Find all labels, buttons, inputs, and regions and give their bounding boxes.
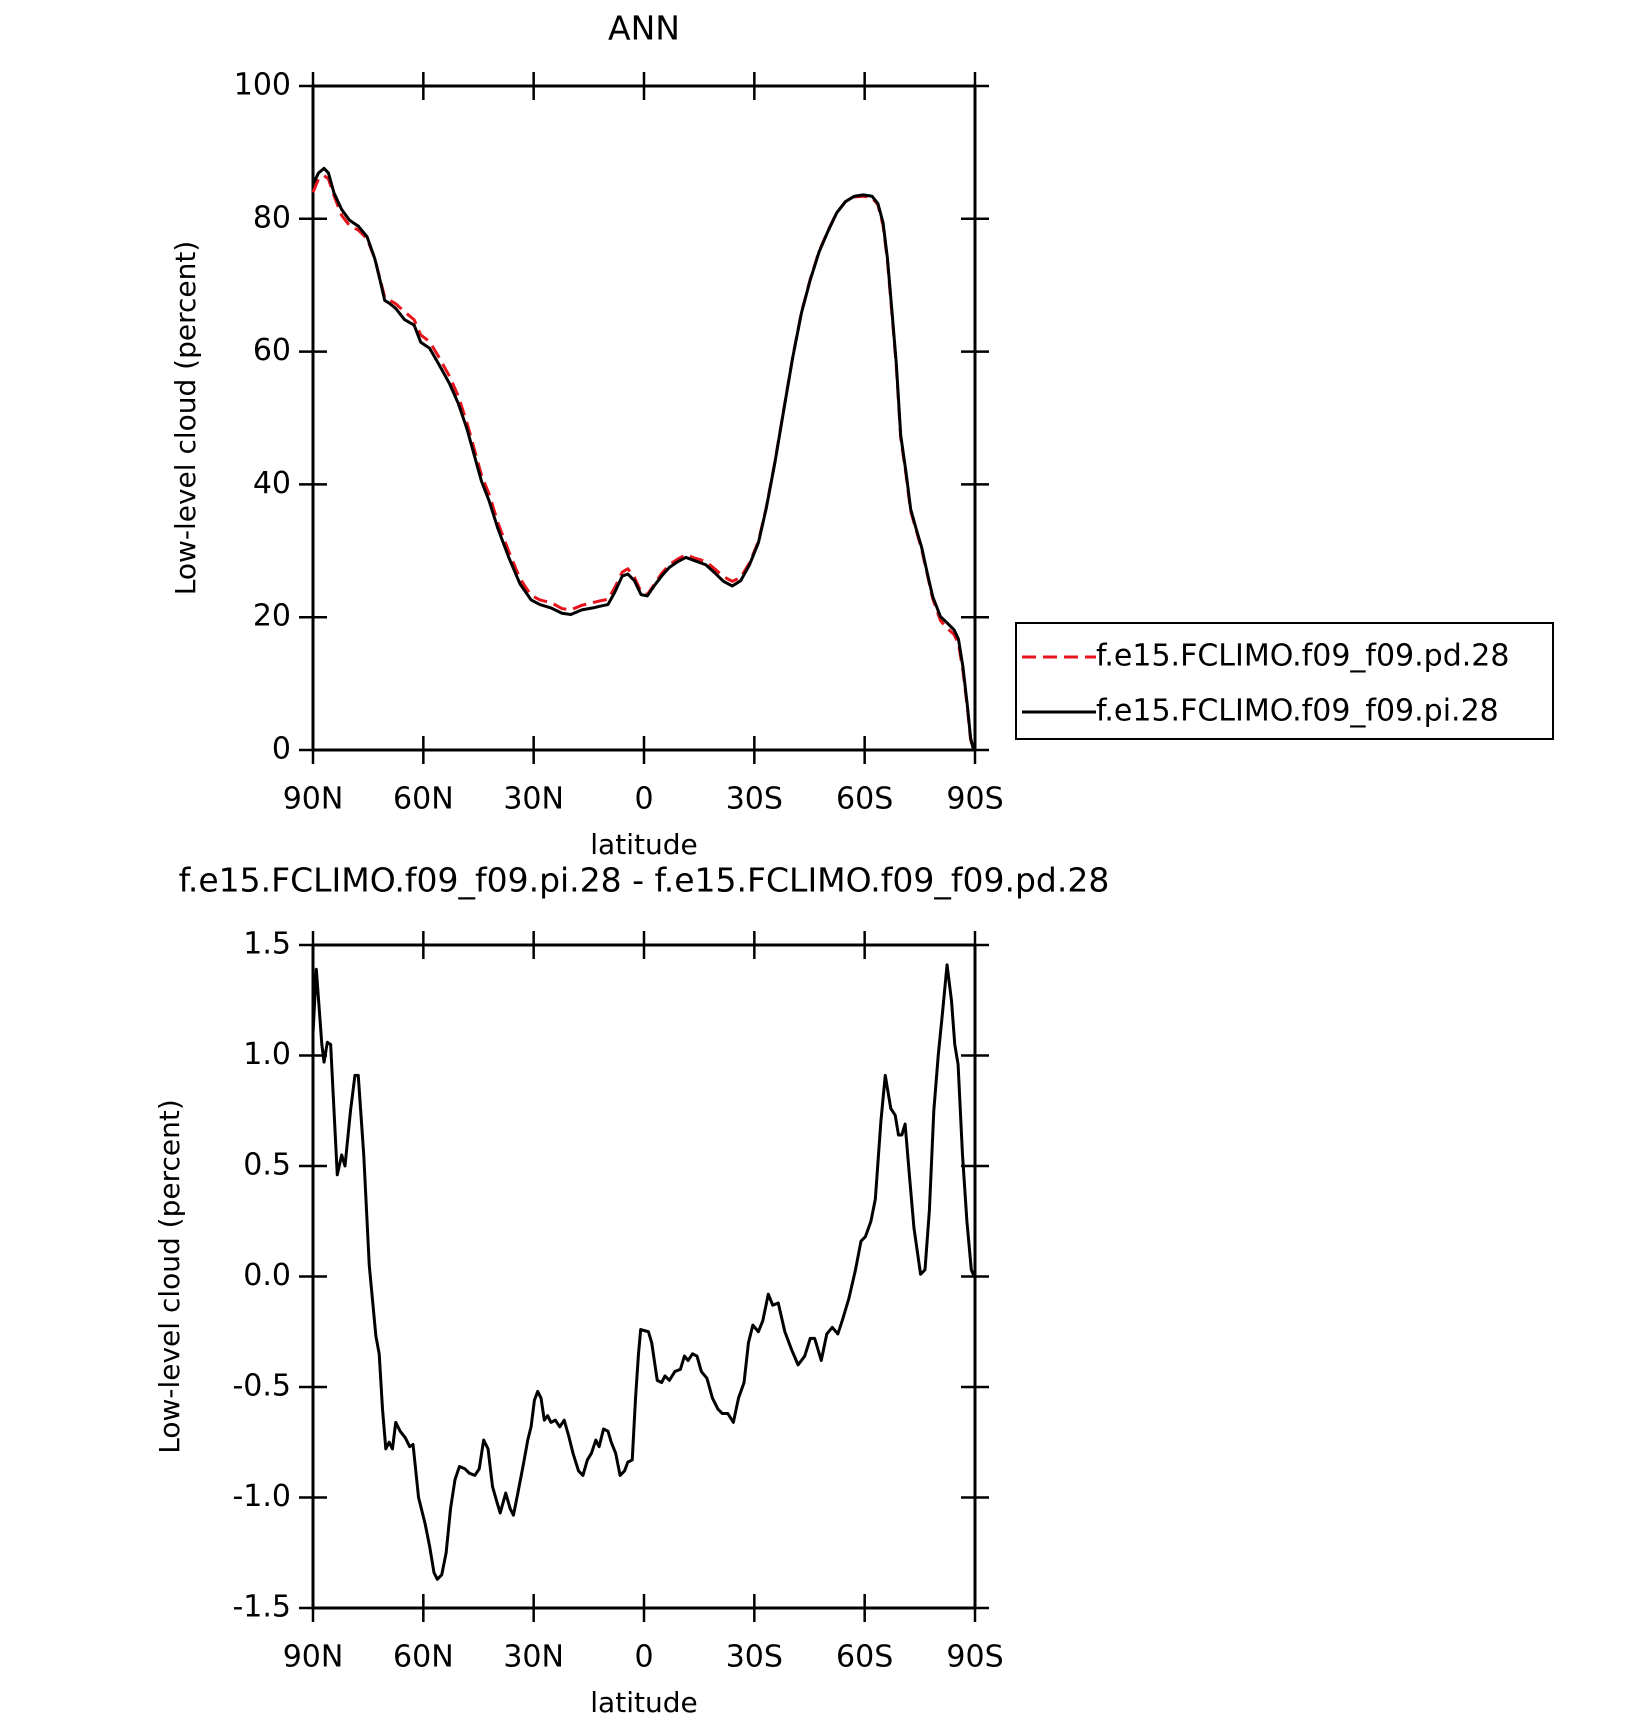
x-axis-title: latitude — [590, 828, 697, 861]
x-axis-title: latitude — [590, 1686, 697, 1719]
x-tick-label: 30N — [503, 1640, 564, 1675]
y-tick-label: 0.5 — [243, 1148, 291, 1183]
legend-box — [1015, 622, 1554, 740]
chart-title: f.e15.FCLIMO.f09_f09.pi.28 - f.e15.FCLIM… — [179, 861, 1110, 900]
y-tick-label: 80 — [253, 200, 291, 235]
y-tick-label: 20 — [253, 599, 291, 634]
y-tick-label: 60 — [253, 333, 291, 368]
x-tick-label: 0 — [634, 782, 653, 817]
y-tick-label: 0.0 — [243, 1258, 291, 1293]
data-line — [311, 166, 975, 751]
y-tick-label: -1.5 — [232, 1590, 291, 1625]
x-tick-label: 30S — [726, 782, 783, 817]
plot-frame — [311, 943, 977, 1610]
x-tick-label: 60N — [393, 1640, 454, 1675]
x-tick-label: 90S — [946, 1640, 1003, 1675]
y-tick-label: 1.0 — [243, 1037, 291, 1072]
y-axis-title: Low-level cloud (percent) — [153, 1099, 186, 1454]
y-tick-label: 40 — [253, 466, 291, 501]
x-tick-label: 90N — [283, 1640, 344, 1675]
x-tick-label: 60S — [836, 1640, 893, 1675]
data-line — [311, 963, 976, 1581]
legend-label: f.e15.FCLIMO.f09_f09.pd.28 — [1096, 639, 1509, 674]
chart-title: ANN — [608, 9, 680, 48]
x-tick-label: 30S — [726, 1640, 783, 1675]
y-tick-label: 0 — [272, 732, 291, 767]
x-tick-label: 60N — [393, 782, 454, 817]
y-tick-label: 1.5 — [243, 927, 291, 962]
x-tick-label: 60S — [836, 782, 893, 817]
legend-label: f.e15.FCLIMO.f09_f09.pi.28 — [1096, 694, 1499, 729]
plot-frame — [311, 84, 977, 752]
y-axis-title: Low-level cloud (percent) — [169, 241, 202, 596]
y-tick-label: -0.5 — [232, 1369, 291, 1404]
x-tick-label: 90S — [946, 782, 1003, 817]
data-line — [311, 174, 975, 751]
x-tick-label: 90N — [283, 782, 344, 817]
y-tick-label: 100 — [234, 68, 291, 103]
x-tick-label: 0 — [634, 1640, 653, 1675]
x-tick-label: 30N — [503, 782, 564, 817]
y-tick-label: -1.0 — [232, 1479, 291, 1514]
